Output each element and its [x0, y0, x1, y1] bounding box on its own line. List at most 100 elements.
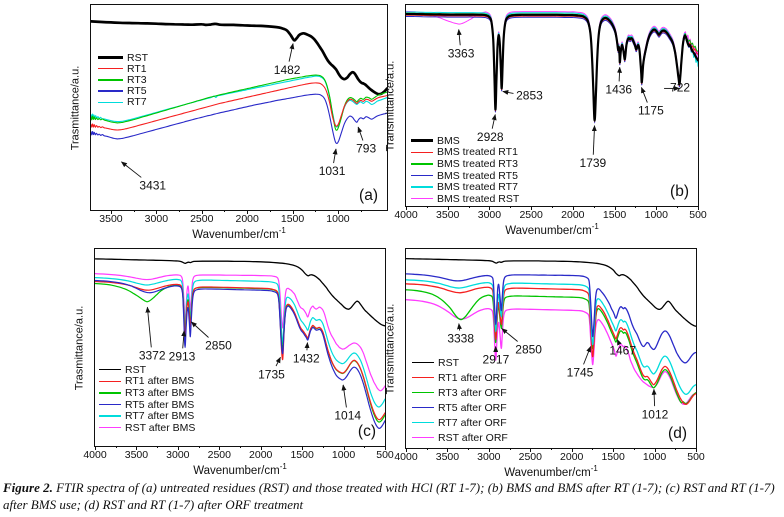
y-axis-label: Transmittance/a.u. — [384, 60, 396, 151]
legend-item: RST — [99, 364, 195, 376]
x-tick-label: 4000 — [83, 449, 107, 461]
legend-label: RT1 — [127, 62, 147, 75]
legend-item: RT3 — [98, 74, 148, 86]
legend-item: RT5 — [98, 85, 148, 97]
legend-item: RT7 after BMS — [99, 410, 195, 422]
x-axis-minor-tick — [593, 206, 595, 208]
annotation-arrow — [491, 114, 497, 129]
peak-wavenumber-label: 3338 — [447, 332, 474, 346]
spectrum-curve-bms-treated-rt7 — [406, 11, 698, 120]
x-axis-tick — [613, 448, 615, 452]
x-axis-minor-tick — [179, 210, 181, 212]
legend-swatch — [411, 163, 433, 165]
x-axis-tick — [447, 448, 449, 452]
peak-wavenumber-label: 1739 — [580, 156, 607, 170]
legend-item: RST after BMS — [99, 422, 195, 434]
legend-swatch — [99, 380, 121, 383]
x-axis-label: Wavenumber/cm-1 — [192, 226, 286, 241]
x-axis-tick — [136, 446, 138, 450]
x-axis-minor-tick — [635, 206, 637, 208]
x-axis-minor-tick — [115, 446, 117, 448]
x-tick-label: 3000 — [477, 209, 502, 221]
legend-item: BMS — [411, 135, 519, 147]
legend-item: BMS treated RST — [411, 193, 519, 205]
annotation-arrow — [616, 339, 622, 346]
legend-swatch — [98, 79, 123, 81]
x-axis-tick — [156, 210, 158, 214]
legend-item: RT1 — [98, 62, 148, 75]
x-tick-label: 3500 — [124, 449, 149, 461]
peak-wavenumber-label: 2928 — [477, 130, 504, 144]
x-axis-tick — [302, 446, 304, 450]
x-axis-minor-tick — [509, 448, 511, 450]
legend-swatch — [412, 376, 434, 379]
panel-letter-b: (b) — [670, 183, 689, 200]
peak-wavenumber-label: 1745 — [567, 366, 594, 380]
legend-item: RT3 after BMS — [99, 387, 195, 399]
legend-swatch — [412, 391, 434, 394]
peak-wavenumber-label: 1175 — [638, 104, 664, 118]
legend-swatch — [99, 369, 121, 371]
x-axis-tick — [530, 448, 532, 452]
legend-label: BMS — [437, 134, 460, 147]
legend-swatch — [411, 174, 433, 177]
legend-swatch — [99, 392, 121, 394]
x-axis-label: Wavenumber/cm-1 — [504, 464, 598, 479]
x-axis-minor-tick — [675, 448, 677, 450]
x-axis-minor-tick — [224, 210, 226, 212]
annotation-arrow — [617, 66, 623, 82]
legend-label: BMS treated RT7 — [437, 181, 518, 194]
x-tick-label: 1000 — [331, 449, 356, 461]
x-tick-label: 4000 — [394, 209, 418, 221]
legend-label: RT3 after BMS — [125, 386, 195, 399]
x-axis-minor-tick — [281, 446, 283, 448]
x-axis-minor-tick — [240, 446, 241, 448]
legend-c: RST RT1 after BMS RT3 after BMS RT5 after B… — [99, 364, 195, 434]
x-tick-label: 1500 — [280, 213, 305, 225]
x-axis-label: Wavenumber/cm-1 — [193, 462, 287, 477]
annotation-arrow — [456, 29, 462, 46]
legend-label: RT5 after ORF — [438, 401, 507, 414]
legend-swatch — [411, 198, 433, 200]
x-tick-label: 3000 — [166, 449, 190, 461]
x-axis-tick — [656, 206, 658, 210]
x-axis-tick — [343, 446, 345, 450]
x-tick-label: 500 — [376, 449, 394, 461]
panel-b-ftir-chart: 3363 2928 2853 1739 1436 1175 722 4000 3500 3000 2… — [384, 4, 707, 237]
legend-label: RT3 after ORF — [438, 386, 507, 399]
annotation-arrow — [651, 388, 657, 407]
legend-label: BMS treated RT3 — [437, 157, 518, 170]
legend-label: RST — [438, 356, 459, 369]
x-tick-label: 2500 — [190, 213, 214, 225]
legend-item: RT1 after ORF — [412, 370, 508, 385]
peak-wavenumber-label: 2913 — [169, 350, 196, 364]
legend-label: BMS treated RT1 — [437, 146, 518, 159]
annotation-arrow — [304, 342, 310, 351]
x-tick-label: 2500 — [518, 451, 542, 463]
ftir-plot-d: 3338 2917 2850 1745 1467 1012 — [406, 257, 696, 421]
panel-d-ftir-chart: 3338 2917 2850 1745 1467 1012 4000 3500 3000 2500… — [384, 248, 705, 479]
spectrum-curve-rt7-after-bms — [95, 277, 385, 408]
y-axis-label: Trasmittance/a.u. — [73, 305, 86, 390]
x-axis-minor-tick — [315, 210, 317, 212]
legend-swatch — [98, 90, 123, 92]
x-axis-tick — [406, 206, 407, 210]
x-axis-minor-tick — [552, 206, 553, 208]
x-axis-tick — [110, 210, 112, 214]
x-tick-label: 2000 — [249, 449, 273, 461]
panel-letter-d: (d) — [668, 425, 687, 442]
x-axis-tick — [698, 206, 699, 210]
annotation-arrow — [502, 89, 514, 95]
legend-item: RT1 after BMS — [99, 375, 195, 387]
x-tick-label: 3000 — [144, 213, 169, 225]
x-tick-label: 3500 — [436, 209, 460, 221]
x-axis-tick — [447, 206, 449, 210]
peak-wavenumber-label: 722 — [670, 81, 690, 95]
legend-item: BMS treated RT3 — [411, 158, 519, 170]
annotation-arrow — [275, 356, 281, 367]
legend-label: RST after ORF — [438, 431, 508, 444]
x-axis-tick — [219, 446, 221, 450]
legend-swatch — [412, 406, 434, 409]
spectrum-curve-rt3-after-orf — [406, 289, 696, 405]
spectrum-curve-rt3 — [91, 74, 387, 131]
